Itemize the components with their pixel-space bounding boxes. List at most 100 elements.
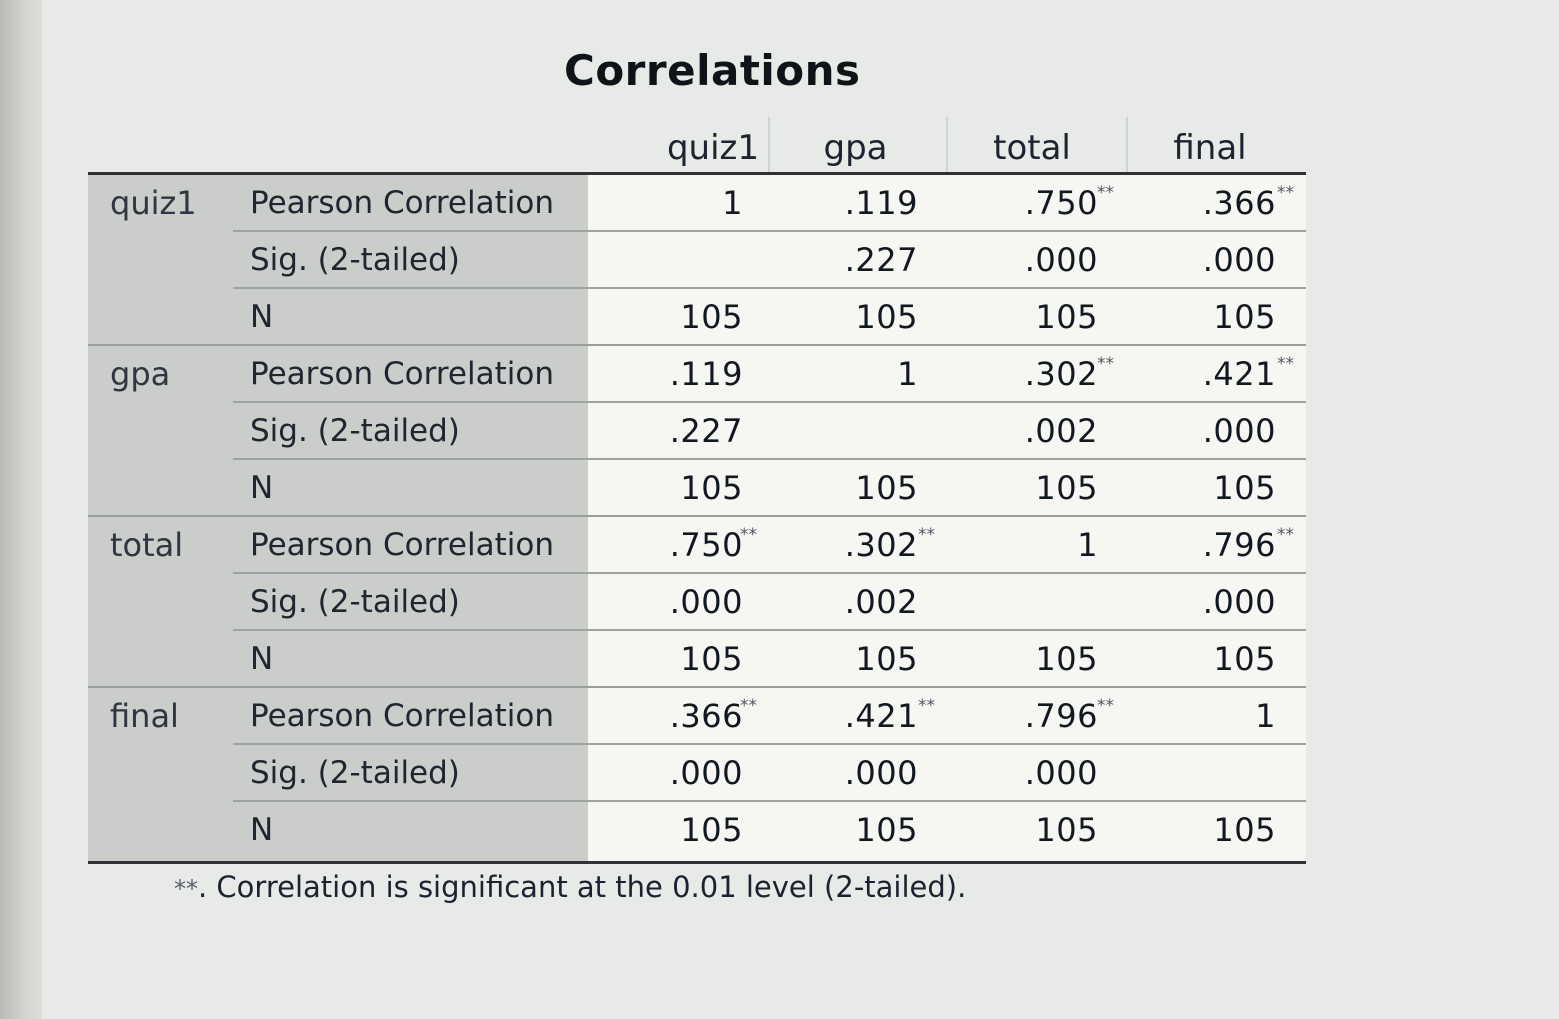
table-row: Sig. (2-tailed) .227 .000 .000	[88, 232, 1306, 289]
group-divider	[88, 686, 1306, 688]
row-statistic: N	[250, 641, 274, 677]
column-divider	[946, 117, 948, 174]
table-row: Sig. (2-tailed) .000 .002 .000	[88, 574, 1306, 631]
table-row: final Pearson Correlation .366 ** .421 *…	[88, 688, 1306, 745]
row-statistic: N	[250, 299, 274, 335]
row-statistic: Sig. (2-tailed)	[250, 755, 460, 791]
table-row: total Pearson Correlation .750 ** .302 *…	[88, 517, 1306, 574]
significance-marker: **	[918, 525, 935, 545]
row-label-column-band	[88, 175, 588, 861]
table-row: N 105 105 105 105	[88, 802, 1306, 859]
table-cell: .000	[669, 754, 743, 792]
table-cell: 105	[1213, 811, 1276, 849]
row-statistic: Pearson Correlation	[250, 356, 554, 392]
table-cell: .750	[669, 526, 743, 564]
table-cell: 105	[855, 811, 918, 849]
row-statistic: Pearson Correlation	[250, 527, 554, 563]
correlations-title: Correlations	[564, 46, 861, 95]
column-header-quiz1: quiz1	[666, 128, 760, 168]
table-cell: 105	[680, 469, 743, 507]
table-cell: 105	[1213, 640, 1276, 678]
row-divider	[233, 458, 1306, 460]
table-cell: .227	[844, 241, 918, 279]
row-statistic: N	[250, 812, 274, 848]
correlations-table[interactable]: quiz1 gpa total final quiz1 Pearson Corr…	[88, 112, 1306, 864]
row-divider	[233, 800, 1306, 802]
significance-footnote: **. Correlation is significant at the 0.…	[174, 866, 1074, 908]
footnote-marker: **	[174, 875, 198, 903]
table-cell: 1	[722, 184, 743, 222]
significance-marker: **	[1097, 183, 1114, 203]
table-cell: .421	[1202, 355, 1276, 393]
significance-marker: **	[1277, 354, 1294, 374]
table-cell: .302	[1024, 355, 1098, 393]
table-cell: 105	[855, 640, 918, 678]
group-divider	[88, 344, 1306, 346]
table-cell: .000	[1202, 412, 1276, 450]
table-cell	[978, 578, 1098, 626]
table-cell: .796	[1024, 697, 1098, 735]
table-cell: .000	[1024, 241, 1098, 279]
table-row: Sig. (2-tailed) .227 .002 .000	[88, 403, 1306, 460]
column-divider	[1126, 117, 1128, 174]
table-cell: .227	[669, 412, 743, 450]
table-row: N 105 105 105 105	[88, 631, 1306, 688]
row-divider	[233, 629, 1306, 631]
row-variable-quiz1: quiz1	[110, 184, 197, 222]
table-cell: .119	[669, 355, 743, 393]
table-row: N 105 105 105 105	[88, 460, 1306, 517]
significance-marker: **	[918, 696, 935, 716]
row-divider	[233, 401, 1306, 403]
significance-marker: **	[740, 696, 757, 716]
table-cell: .000	[1024, 754, 1098, 792]
column-divider	[768, 117, 770, 174]
row-statistic: Pearson Correlation	[250, 698, 554, 734]
output-window-left-edge	[0, 0, 43, 1019]
table-cell	[1156, 749, 1276, 797]
column-header-gpa: gpa	[823, 128, 888, 168]
significance-marker: **	[1277, 183, 1294, 203]
row-divider	[233, 743, 1306, 745]
group-divider	[88, 515, 1306, 517]
table-cell: 105	[680, 811, 743, 849]
row-statistic: Sig. (2-tailed)	[250, 584, 460, 620]
table-cell: 1	[1077, 526, 1098, 564]
table-cell: .796	[1202, 526, 1276, 564]
values-column-band	[588, 175, 1306, 861]
row-statistic: Sig. (2-tailed)	[250, 242, 460, 278]
table-row: gpa Pearson Correlation .119 1 .302 ** .…	[88, 346, 1306, 403]
table-cell: .366	[669, 697, 743, 735]
table-cell: 105	[680, 298, 743, 336]
row-divider	[233, 230, 1306, 232]
table-cell: .000	[1202, 583, 1276, 621]
row-divider	[233, 287, 1306, 289]
row-divider	[233, 572, 1306, 574]
table-row: N 105 105 105 105	[88, 289, 1306, 346]
table-cell: 105	[1213, 469, 1276, 507]
table-cell: .002	[844, 583, 918, 621]
row-statistic: Sig. (2-tailed)	[250, 413, 460, 449]
row-variable-gpa: gpa	[110, 355, 171, 393]
row-variable-total: total	[110, 526, 184, 564]
table-cell: 105	[1035, 469, 1098, 507]
column-header-total: total	[993, 128, 1071, 168]
table-cell: .366	[1202, 184, 1276, 222]
table-row: quiz1 Pearson Correlation 1 .119 .750 **…	[88, 175, 1306, 232]
column-header-final: final	[1173, 128, 1247, 168]
table-cell: .421	[844, 697, 918, 735]
table-cell: .302	[844, 526, 918, 564]
table-row: Sig. (2-tailed) .000 .000 .000	[88, 745, 1306, 802]
table-cell	[798, 407, 918, 455]
footnote-text: . Correlation is significant at the 0.01…	[198, 870, 967, 904]
correlations-grid: quiz1 Pearson Correlation 1 .119 .750 **…	[88, 172, 1306, 864]
table-cell: 105	[855, 469, 918, 507]
table-cell: 105	[1035, 298, 1098, 336]
significance-marker: **	[1097, 696, 1114, 716]
table-cell: .000	[669, 583, 743, 621]
significance-marker: **	[1277, 525, 1294, 545]
table-cell: 105	[855, 298, 918, 336]
row-statistic: Pearson Correlation	[250, 185, 554, 221]
table-cell: 105	[1035, 640, 1098, 678]
table-cell: 1	[1255, 697, 1276, 735]
